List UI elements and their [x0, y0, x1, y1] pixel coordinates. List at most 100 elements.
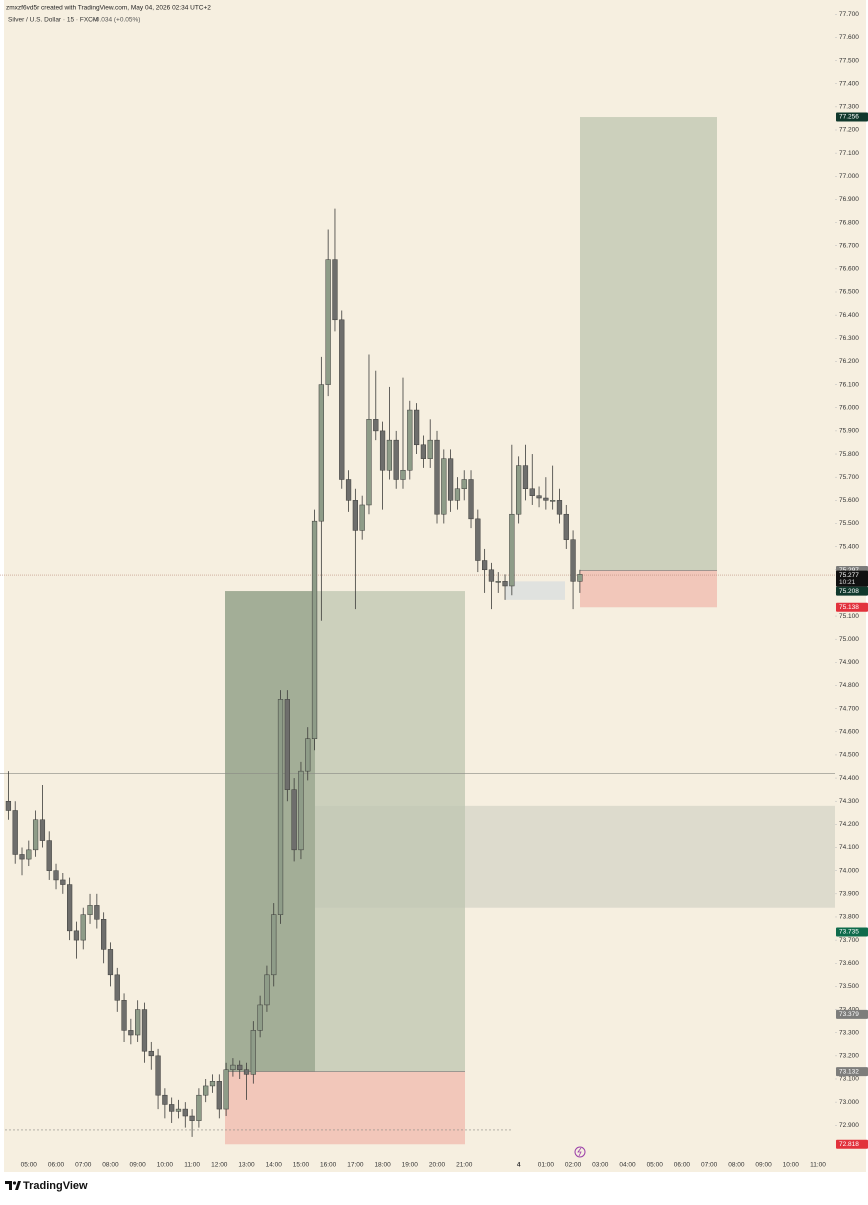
- y-tick-label: 76.400: [839, 312, 859, 319]
- candle-body: [264, 974, 270, 1006]
- candle-body: [556, 500, 563, 515]
- y-tick-label: 74.900: [839, 659, 859, 666]
- x-tick-label: 18:00: [374, 1162, 391, 1169]
- event-icon-bolt: [577, 1147, 582, 1157]
- logo-mark: [15, 1181, 21, 1190]
- x-tick-label: 08:00: [728, 1162, 745, 1169]
- candle-body: [121, 1000, 127, 1031]
- candle-body: [325, 259, 331, 385]
- candle-body: [182, 1108, 188, 1117]
- y-tick-label: 75.700: [839, 474, 859, 481]
- candle-body: [379, 430, 386, 471]
- candle-body: [243, 1069, 250, 1075]
- candle-body: [318, 384, 324, 522]
- y-tick-label: 73.800: [839, 914, 859, 921]
- y-tick-label: 73.400: [839, 1006, 859, 1013]
- candle-body: [311, 520, 318, 739]
- stop-zone: [225, 1071, 465, 1145]
- candle-body: [87, 905, 93, 915]
- axes: 05:00 06:00 07:00 08:00 09:00 10:00 11:00 12:00…: [21, 11, 868, 1169]
- y-tick-label: 73.500: [839, 983, 859, 990]
- y-tick-label: 77.700: [839, 11, 859, 18]
- y-tick-label: 74.200: [839, 821, 859, 828]
- x-tick-label: 06:00: [674, 1162, 691, 1169]
- x-tick-label: 01:00: [538, 1162, 555, 1169]
- candle-body: [237, 1064, 243, 1070]
- candle-body: [339, 319, 345, 480]
- y-tick-label: 76.600: [839, 266, 859, 273]
- candle-body: [80, 914, 86, 941]
- x-tick-label: 16:00: [320, 1162, 337, 1169]
- candle-body: [5, 800, 12, 811]
- price-badge: [836, 602, 868, 612]
- target-zone: [580, 117, 717, 571]
- x-tick-label: 04:00: [619, 1162, 636, 1169]
- candle-body: [454, 488, 461, 501]
- price-badge-label: 75.138: [839, 604, 859, 611]
- x-tick-label: 07:00: [75, 1162, 92, 1169]
- y-tick-label: 75.400: [839, 543, 859, 550]
- x-tick-label: 15:00: [293, 1162, 310, 1169]
- candle-body: [522, 465, 529, 490]
- price-badge: [836, 1067, 868, 1077]
- y-tick-label: 75.600: [839, 497, 859, 504]
- candle-body: [345, 479, 352, 501]
- candle-body: [169, 1104, 175, 1112]
- candle-body: [196, 1094, 202, 1121]
- candle-body: [550, 500, 556, 502]
- candle-body: [101, 919, 107, 950]
- y-tick-label: 75.000: [839, 636, 859, 643]
- y-tick-label: 76.100: [839, 381, 859, 388]
- y-tick-label: 74.600: [839, 729, 859, 736]
- price-badge-label: 73.735: [839, 929, 859, 936]
- x-tick-label: 11:00: [184, 1162, 200, 1169]
- x-tick-label: 14:00: [266, 1162, 283, 1169]
- price-badge-label: 77.256: [839, 114, 859, 121]
- x-tick-label: 03:00: [592, 1162, 609, 1169]
- x-tick-label: 06:00: [48, 1162, 65, 1169]
- candle-body: [148, 1050, 154, 1057]
- y-tick-label: 76.200: [839, 358, 859, 365]
- x-tick-label: 09:00: [130, 1162, 147, 1169]
- y-tick-label: 75.100: [839, 613, 859, 620]
- candle-body: [420, 444, 427, 459]
- y-tick-label: 73.700: [839, 937, 859, 944]
- price-badge: [836, 112, 868, 122]
- y-tick-label: 74.500: [839, 752, 859, 759]
- candles: [5, 208, 583, 1137]
- x-tick-label: 19:00: [402, 1162, 419, 1169]
- y-tick-label: 77.500: [839, 57, 859, 64]
- candle-body: [175, 1108, 182, 1112]
- candle-body: [461, 479, 467, 490]
- y-tick-label: 76.800: [839, 219, 859, 226]
- candle-body: [366, 419, 372, 506]
- candle-body: [502, 581, 508, 587]
- x-tick-label: 10:00: [783, 1162, 800, 1169]
- y-tick-label: 74.400: [839, 775, 859, 782]
- candle-body: [73, 930, 80, 941]
- candle-body: [67, 884, 73, 932]
- candle-body: [189, 1115, 195, 1121]
- price-badge: [836, 1139, 868, 1149]
- event-icon[interactable]: [574, 1146, 586, 1158]
- candle-body: [216, 1081, 222, 1110]
- y-tick-label: 72.900: [839, 1122, 859, 1129]
- candle-body: [277, 699, 284, 915]
- x-tick-label: 10:00: [157, 1162, 174, 1169]
- candle-body: [107, 949, 114, 976]
- price-badge-label: 73.379: [839, 1011, 859, 1018]
- price-badge: [836, 1009, 868, 1019]
- candle-body: [141, 1009, 148, 1052]
- candle-body: [543, 497, 549, 501]
- candle-body: [441, 458, 447, 515]
- candle-body: [155, 1055, 161, 1096]
- y-tick-label: 73.300: [839, 1029, 859, 1036]
- y-tick-label: 75.500: [839, 520, 859, 527]
- x-tick-label: 02:00: [565, 1162, 582, 1169]
- candle-body: [570, 539, 576, 582]
- candle-body: [12, 810, 18, 855]
- x-tick-label: 05:00: [647, 1162, 664, 1169]
- logo-dot: [12, 1181, 17, 1185]
- y-tick-label: 76.700: [839, 242, 859, 249]
- candle-body: [393, 439, 399, 480]
